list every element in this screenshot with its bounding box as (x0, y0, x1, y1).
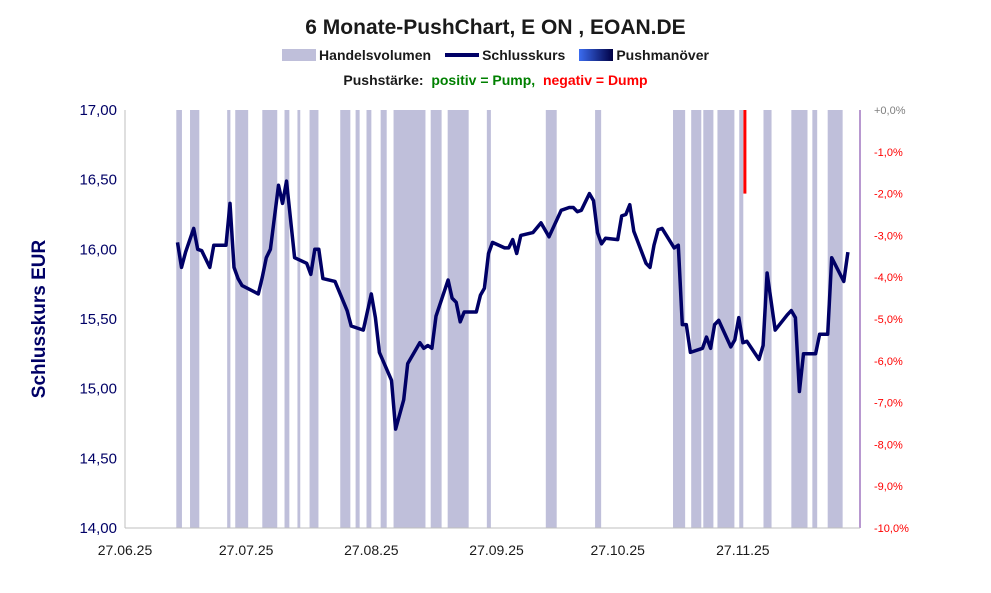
volume-band (340, 110, 351, 528)
volume-band (763, 110, 772, 528)
y-tick-label: 14,00 (79, 520, 117, 537)
volume-band (176, 110, 182, 528)
y2-tick-label: -10,0% (874, 523, 909, 535)
volume-band (262, 110, 278, 528)
x-tick-label: 27.06.25 (98, 542, 153, 558)
push-note-label: Pushstärke: (343, 72, 424, 88)
y2-tick-label: -5,0% (874, 314, 903, 326)
legend-push: Pushmanöver (579, 47, 709, 63)
volume-band (284, 110, 290, 528)
x-tick-label: 27.08.25 (344, 542, 399, 558)
volume-band (595, 110, 602, 528)
volume-band (812, 110, 818, 528)
y-tick-label: 17,00 (79, 102, 117, 119)
legend-volume: Handelsvolumen (282, 47, 431, 63)
volume-swatch (282, 49, 317, 61)
x-tick-label: 27.07.25 (219, 542, 274, 558)
volume-band (297, 110, 301, 528)
y-tick-label: 16,50 (79, 172, 117, 189)
y2-tick-label: -8,0% (874, 439, 903, 451)
legend-push-label: Pushmanöver (616, 47, 709, 63)
volume-band (739, 110, 744, 528)
chart-title: 6 Monate-PushChart, E ON , EOAN.DE (305, 16, 686, 39)
volume-band (703, 110, 714, 528)
x-tick-label: 27.10.25 (590, 542, 645, 558)
volume-band (190, 110, 200, 528)
y2-tick-label: -4,0% (874, 272, 903, 284)
legend: Handelsvolumen Schlusskurs Pushmanöver (0, 47, 991, 63)
close-price-line (175, 179, 850, 431)
y2-tick-label: -7,0% (874, 398, 903, 410)
legend-volume-label: Handelsvolumen (319, 47, 432, 63)
push-bar (743, 110, 747, 194)
y2-tick-label: -2,0% (874, 189, 903, 201)
y-tick-label: 16,00 (79, 241, 117, 258)
x-tick-label: 27.11.25 (716, 542, 770, 558)
volume-band (545, 110, 557, 528)
volume-band (486, 110, 491, 528)
volume-band (393, 110, 426, 528)
volume-band (791, 110, 808, 528)
volume-band (827, 110, 843, 528)
y2-tick-label: -3,0% (874, 230, 903, 242)
push-swatch (579, 49, 614, 61)
y2-tick-label: +0,0% (874, 105, 906, 117)
y-tick-label: 14,50 (79, 450, 117, 467)
y-tick-label: 15,00 (79, 381, 117, 398)
close-swatch (445, 53, 480, 57)
volume-band (673, 110, 686, 528)
volume-band (355, 110, 360, 528)
volume-band (235, 110, 249, 528)
y2-tick-label: -1,0% (874, 147, 903, 159)
y-axis-title: Schlusskurs EUR (29, 240, 50, 399)
legend-close-label: Schlusskurs (482, 47, 566, 63)
volume-band (366, 110, 372, 528)
volume-band (309, 110, 319, 528)
y2-tick-label: -6,0% (874, 356, 903, 368)
volume-band (691, 110, 702, 528)
volume-band (717, 110, 735, 528)
legend-close: Schlusskurs (445, 47, 565, 63)
y2-tick-label: -9,0% (874, 481, 903, 493)
push-note: Pushstärke: positiv = Pump, negativ = Du… (0, 72, 991, 88)
volume-band (227, 110, 231, 528)
volume-band (380, 110, 387, 528)
x-tick-label: 27.09.25 (469, 542, 524, 558)
y-tick-label: 15,50 (79, 311, 117, 328)
push-note-positive: positiv = Pump, (431, 72, 536, 88)
push-note-negative: negativ = Dump (542, 72, 648, 88)
